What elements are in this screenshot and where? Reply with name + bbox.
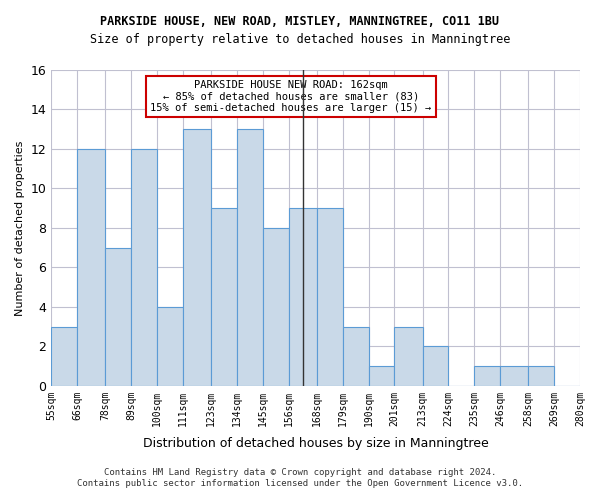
- Bar: [183, 129, 211, 386]
- Bar: [529, 366, 554, 386]
- Text: Size of property relative to detached houses in Manningtree: Size of property relative to detached ho…: [90, 32, 510, 46]
- Bar: [157, 307, 183, 386]
- Bar: [343, 326, 368, 386]
- Bar: [237, 129, 263, 386]
- Bar: [131, 149, 157, 386]
- Bar: [77, 149, 106, 386]
- Bar: [289, 208, 317, 386]
- X-axis label: Distribution of detached houses by size in Manningtree: Distribution of detached houses by size …: [143, 437, 488, 450]
- Bar: [211, 208, 237, 386]
- Bar: [106, 248, 131, 386]
- Text: PARKSIDE HOUSE, NEW ROAD, MISTLEY, MANNINGTREE, CO11 1BU: PARKSIDE HOUSE, NEW ROAD, MISTLEY, MANNI…: [101, 15, 499, 28]
- Bar: [474, 366, 500, 386]
- Bar: [394, 326, 422, 386]
- Y-axis label: Number of detached properties: Number of detached properties: [15, 140, 25, 316]
- Bar: [368, 366, 394, 386]
- Text: Contains HM Land Registry data © Crown copyright and database right 2024.
Contai: Contains HM Land Registry data © Crown c…: [77, 468, 523, 487]
- Bar: [51, 326, 77, 386]
- Bar: [500, 366, 529, 386]
- Bar: [263, 228, 289, 386]
- Bar: [317, 208, 343, 386]
- Text: PARKSIDE HOUSE NEW ROAD: 162sqm
← 85% of detached houses are smaller (83)
15% of: PARKSIDE HOUSE NEW ROAD: 162sqm ← 85% of…: [151, 80, 431, 113]
- Bar: [422, 346, 448, 386]
